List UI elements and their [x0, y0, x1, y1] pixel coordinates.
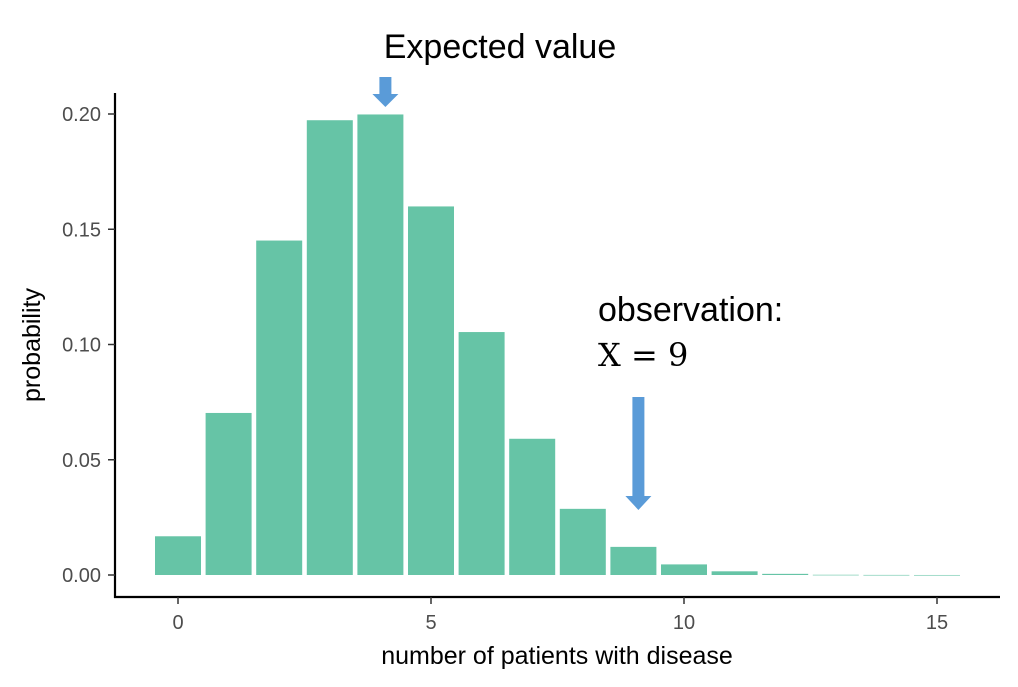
bar-11	[711, 571, 758, 575]
expected-value-label: Expected value	[384, 28, 617, 66]
y-tick-label: 0.20	[62, 104, 101, 126]
y-tick-label: 0.00	[62, 565, 101, 587]
bar-5	[408, 206, 454, 576]
bar-2	[256, 240, 303, 575]
bar-6	[458, 332, 505, 575]
bar-12	[762, 573, 809, 575]
expected-value-arrow	[372, 77, 399, 107]
bar-3	[306, 120, 353, 575]
bar-4	[357, 114, 404, 575]
bar-8	[559, 508, 606, 575]
bar-15	[914, 574, 960, 576]
observation-arrow	[625, 397, 652, 510]
y-tick-label: 0.05	[62, 450, 101, 472]
x-tick-label: 5	[425, 612, 436, 634]
x-ticks: 0 5 10 15	[172, 597, 948, 634]
y-axis-title: probability	[18, 288, 46, 402]
observation-label: observation:	[598, 291, 783, 329]
y-tick-label: 0.15	[62, 219, 101, 241]
x-tick-label: 10	[673, 612, 695, 634]
x-tick-label: 15	[926, 612, 948, 634]
x-tick-label: 0	[172, 612, 183, 634]
arrow-shape	[372, 77, 399, 107]
bar-1	[205, 412, 252, 575]
bar-13	[812, 574, 859, 576]
y-ticks: 0.00 0.05 0.10 0.15 0.20	[62, 104, 115, 587]
bar-7	[509, 438, 556, 575]
bar-10	[661, 564, 707, 575]
bars	[155, 114, 960, 576]
arrow-shape	[625, 397, 652, 510]
bar-0	[155, 536, 201, 575]
observation-formula: X = 9	[598, 336, 688, 374]
bar-14	[863, 574, 910, 576]
x-axis-title: number of patients with disease	[381, 642, 733, 670]
bar-9	[610, 546, 657, 575]
y-tick-label: 0.10	[62, 335, 101, 357]
